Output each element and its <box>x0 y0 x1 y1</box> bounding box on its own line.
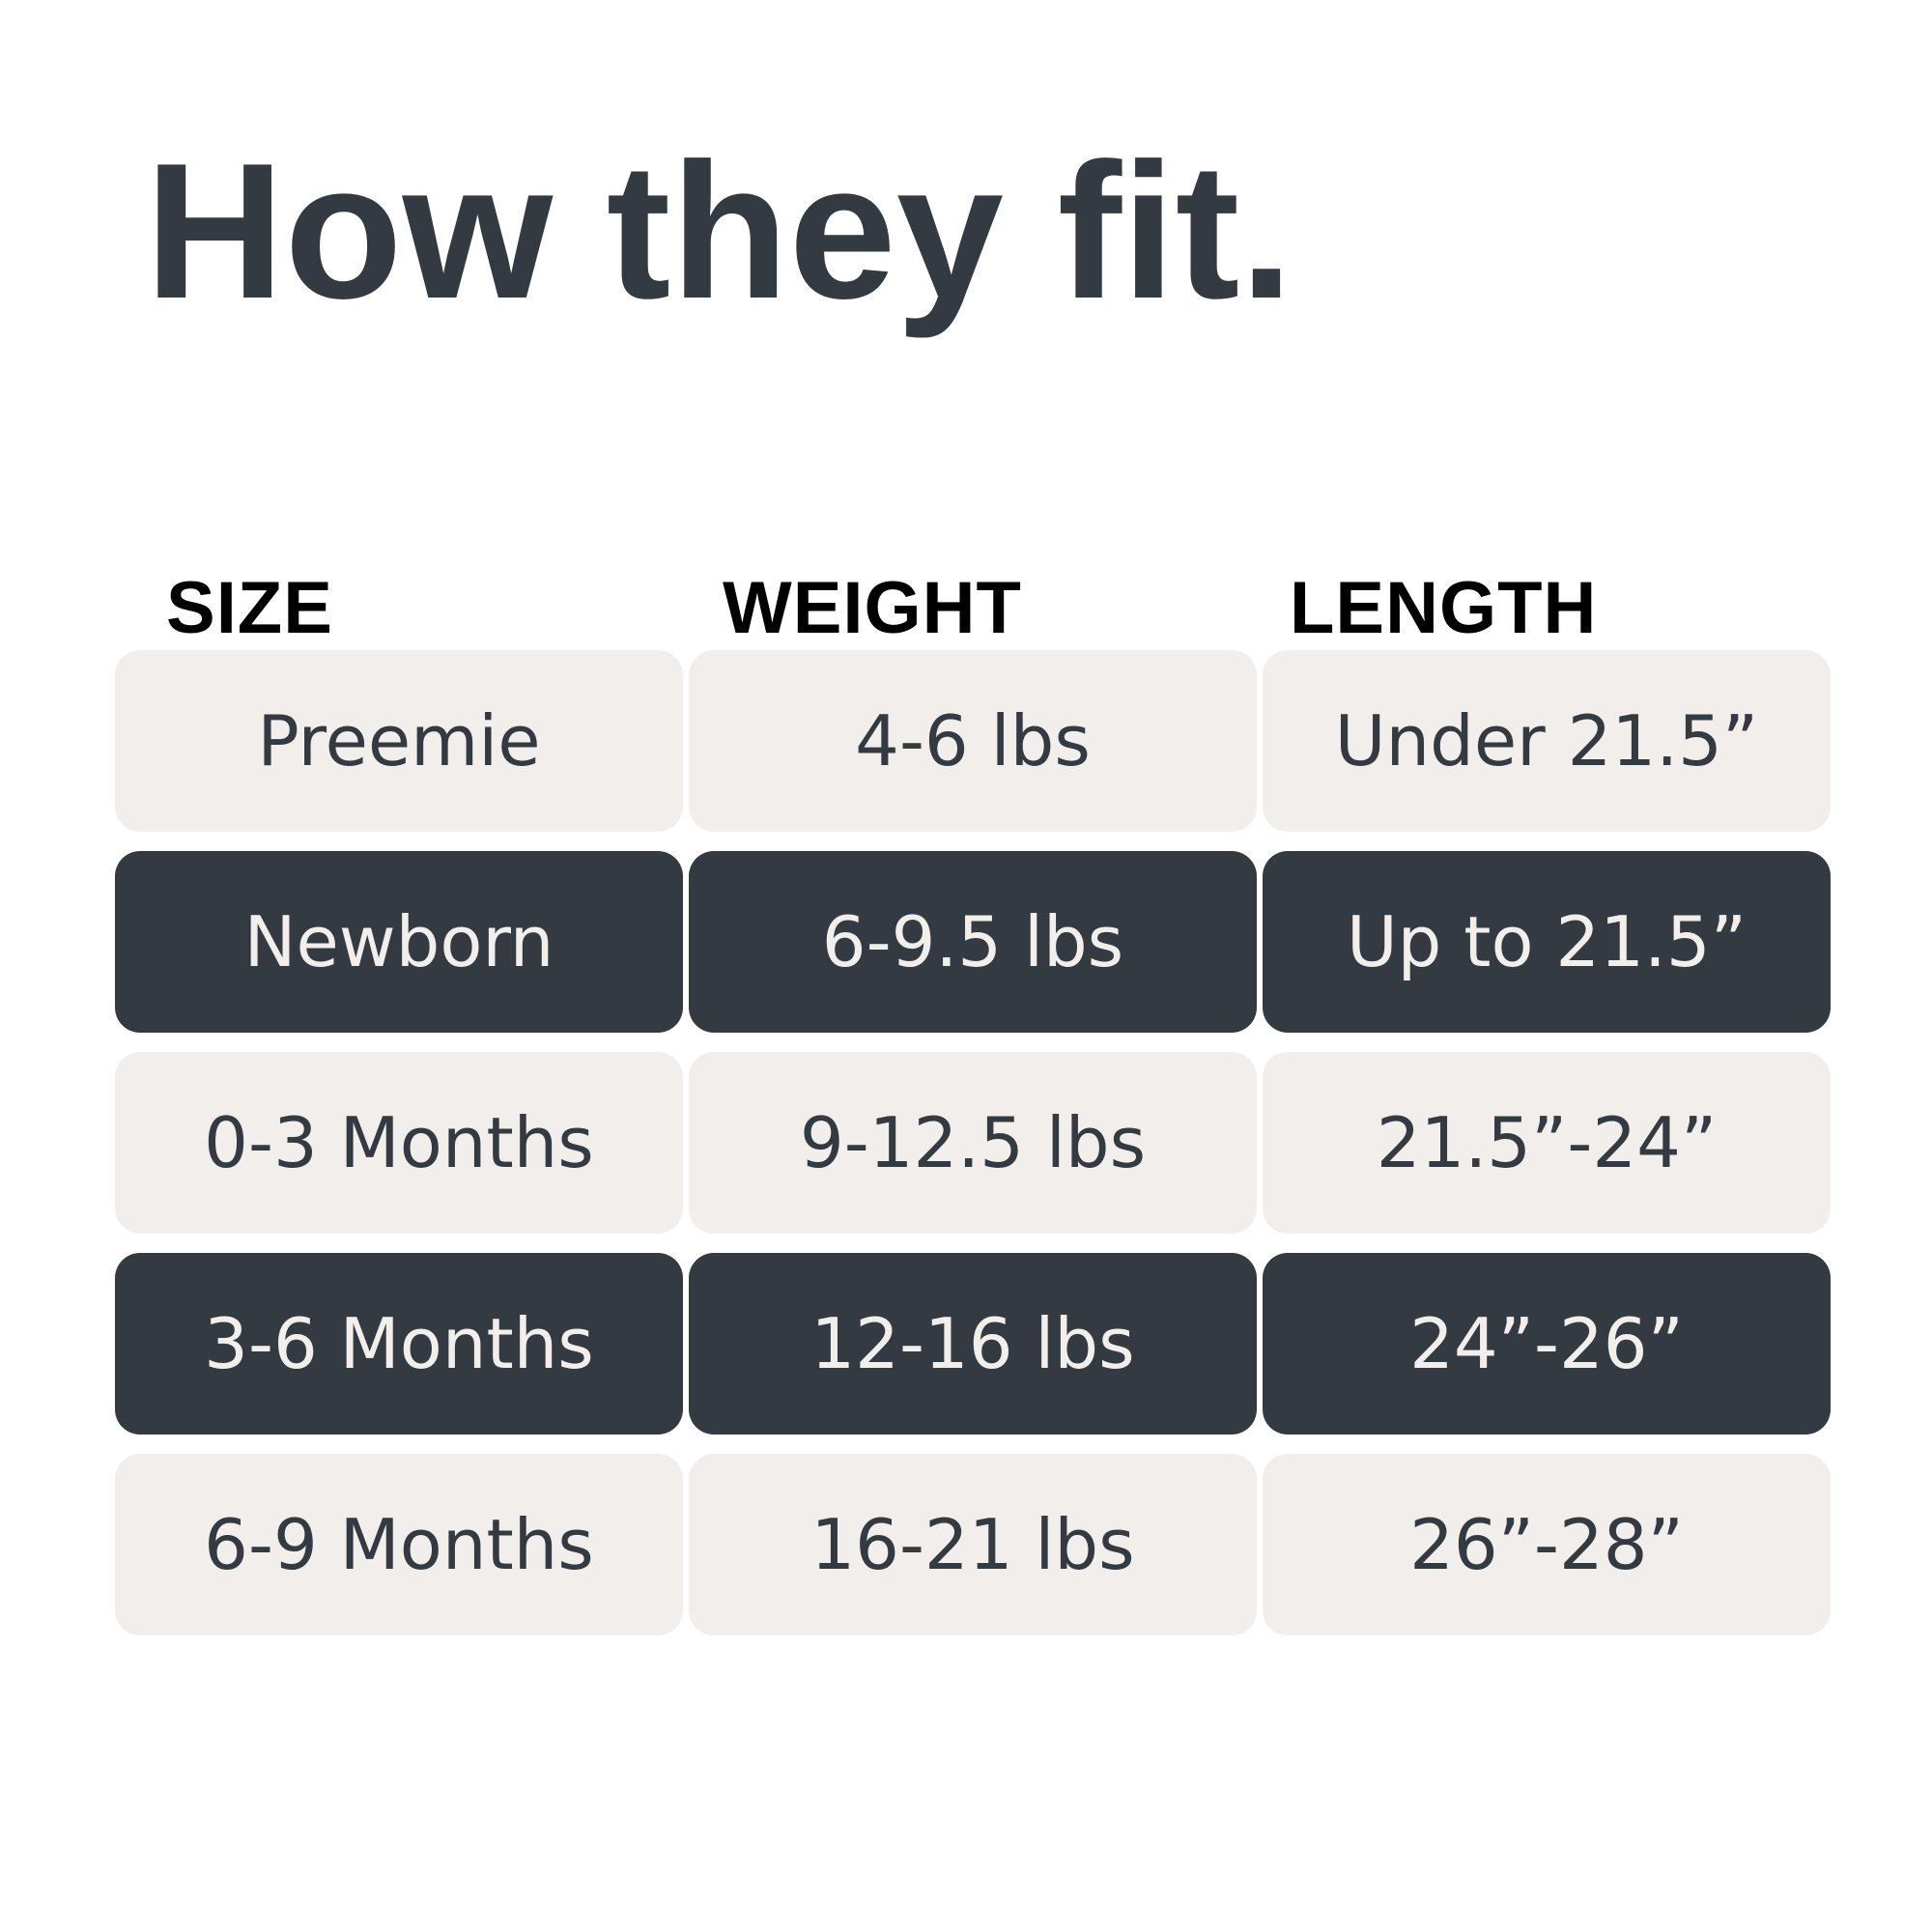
length-cell: Up to 21.5” <box>1263 851 1831 1033</box>
table-row: Preemie 4-6 lbs Under 21.5” <box>115 650 1831 832</box>
weight-cell: 6-9.5 lbs <box>689 851 1257 1033</box>
table-row: 0-3 Months 9-12.5 lbs 21.5”-24” <box>115 1052 1831 1234</box>
header-size: SIZE <box>166 567 333 649</box>
size-cell: Preemie <box>115 650 683 832</box>
header-length: LENGTH <box>1290 567 1598 649</box>
length-cell: Under 21.5” <box>1263 650 1831 832</box>
table-header: SIZE WEIGHT LENGTH <box>0 572 1932 649</box>
table-row: 3-6 Months 12-16 lbs 24”-26” <box>115 1253 1831 1435</box>
size-cell: 3-6 Months <box>115 1253 683 1435</box>
size-cell: 6-9 Months <box>115 1454 683 1635</box>
size-cell: 0-3 Months <box>115 1052 683 1234</box>
size-table: Preemie 4-6 lbs Under 21.5” Newborn 6-9.… <box>115 650 1831 1655</box>
header-weight: WEIGHT <box>723 567 1022 649</box>
length-cell: 24”-26” <box>1263 1253 1831 1435</box>
length-cell: 21.5”-24” <box>1263 1052 1831 1234</box>
table-row: 6-9 Months 16-21 lbs 26”-28” <box>115 1454 1831 1635</box>
weight-cell: 4-6 lbs <box>689 650 1257 832</box>
weight-cell: 9-12.5 lbs <box>689 1052 1257 1234</box>
length-cell: 26”-28” <box>1263 1454 1831 1635</box>
weight-cell: 16-21 lbs <box>689 1454 1257 1635</box>
weight-cell: 12-16 lbs <box>689 1253 1257 1435</box>
size-cell: Newborn <box>115 851 683 1033</box>
page-title: How they fit. <box>145 124 1293 339</box>
table-row: Newborn 6-9.5 lbs Up to 21.5” <box>115 851 1831 1033</box>
